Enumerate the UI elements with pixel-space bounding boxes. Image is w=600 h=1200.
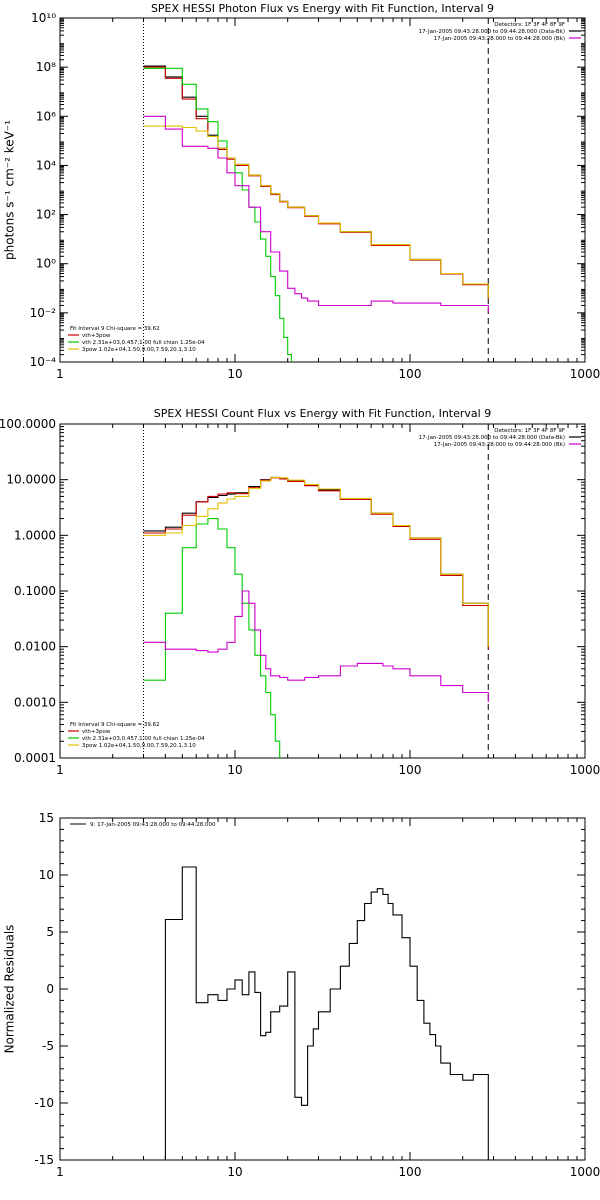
fit-legend-entry: vth+3pow xyxy=(82,333,111,339)
fit-legend-entry: Fit Interval 9 Chi-square = 39.62 xyxy=(70,722,160,728)
x-tick-label: 1000 xyxy=(570,763,600,777)
y-tick-label: 10⁰ xyxy=(36,257,56,271)
x-tick-label: 10 xyxy=(227,1165,242,1179)
x-tick-label: 1 xyxy=(56,367,64,381)
legend-entry: 17-Jan-2005 09:43:28.000 to 09:44:28.000… xyxy=(434,36,565,42)
series-line-1 xyxy=(143,477,489,650)
y-tick-label: 15 xyxy=(39,811,54,825)
series-line-2 xyxy=(143,67,292,362)
y-tick-label: 10² xyxy=(36,208,56,222)
legend-entry: 17-Jan-2005 09:43:28.000 to 09:44:28.000… xyxy=(419,435,565,441)
fit-legend-entry: 3pow 1.02e+04,1.50,9.00,7.59,20.1,3.10 xyxy=(82,347,196,353)
x-tick-label: 100 xyxy=(399,763,422,777)
fit-legend-entry: vth+3pow xyxy=(82,729,111,735)
fit-legend-entry: 3pow 1.02e+04,1.50,9.00,7.59,20.1,3.10 xyxy=(82,743,196,749)
fit-legend-entry: vth 2.31e+03,0.457,1.00 full chian 1.25e… xyxy=(82,736,205,742)
series-line-4 xyxy=(143,590,489,703)
y-tick-label: 10⁻² xyxy=(30,306,57,320)
count-flux-panel: SPEX HESSI Count Flux vs Energy with Fit… xyxy=(0,407,600,777)
fit-legend-entry: vth 2.31e+03,0.457,1.00 full chian 1.25e… xyxy=(82,340,205,346)
x-tick-label: 1000 xyxy=(570,367,600,381)
y-tick-label: 10.0000 xyxy=(6,473,56,487)
y-tick-label: 10 xyxy=(39,868,54,882)
y-tick-label: 1.0000 xyxy=(14,528,56,542)
plot-frame xyxy=(59,423,586,759)
legend-entry: 9: 17-Jan-2005 09:43:28.000 to 09:44:28.… xyxy=(90,822,216,828)
y-tick-label: 10¹⁰ xyxy=(31,11,56,25)
x-tick-label: 100 xyxy=(399,367,422,381)
plot-frame xyxy=(59,17,586,363)
legend-entry: Detectors: 1F 3F 4F 8F 9F xyxy=(494,428,565,434)
series-line-0 xyxy=(143,476,489,647)
x-tick-label: 10 xyxy=(227,763,242,777)
fit-legend-entry: Fit Interval 9 Chi-square = 39.62 xyxy=(70,326,160,332)
legend-entry: 17-Jan-2005 09:43:28.000 to 09:44:28.000… xyxy=(434,442,565,448)
series-line-3 xyxy=(143,476,489,647)
photon-flux-panel: SPEX HESSI Photon Flux vs Energy with Fi… xyxy=(3,2,600,381)
chart-title: SPEX HESSI Count Flux vs Energy with Fit… xyxy=(154,407,491,420)
series-line-4 xyxy=(143,115,489,313)
x-tick-label: 1 xyxy=(56,763,64,777)
y-tick-label: -15 xyxy=(34,1153,54,1167)
y-tick-label: 100.0000 xyxy=(0,417,56,431)
y-tick-label: 0.0010 xyxy=(14,695,56,709)
series-line-2 xyxy=(143,518,281,758)
y-tick-label: 10⁻⁴ xyxy=(30,355,57,369)
series-line-1 xyxy=(143,66,489,300)
y-tick-label: 0.1000 xyxy=(14,584,56,598)
series-line-3 xyxy=(143,125,489,299)
y-tick-label: 5 xyxy=(46,925,54,939)
y-tick-label: -10 xyxy=(34,1096,54,1110)
legend-entry: Detectors: 1F 3F 4F 8F 9F xyxy=(494,22,565,28)
chart-title: SPEX HESSI Photon Flux vs Energy with Fi… xyxy=(151,2,494,15)
y-tick-label: 10⁴ xyxy=(36,158,56,172)
legend-entry: 17-Jan-2005 09:43:28.000 to 09:44:28.000… xyxy=(419,29,565,35)
series-line-0 xyxy=(143,866,489,1160)
series-line-0 xyxy=(143,65,489,299)
y-tick-label: -5 xyxy=(42,1039,54,1053)
x-tick-label: 100 xyxy=(399,1165,422,1179)
x-tick-label: 1 xyxy=(56,1165,64,1179)
y-axis-label: photons s⁻¹ cm⁻² keV⁻¹ xyxy=(3,120,17,260)
y-tick-label: 10⁸ xyxy=(36,60,56,74)
y-tick-label: 10⁶ xyxy=(36,109,56,123)
y-tick-label: 0 xyxy=(46,982,54,996)
y-tick-label: 0.0100 xyxy=(14,640,56,654)
residuals-panel: Normalized Residuals 1 10 100 1000 -15 -10 -5 0 5… xyxy=(3,811,600,1179)
y-tick-label: 0.0001 xyxy=(14,751,56,765)
x-tick-label: 1000 xyxy=(570,1165,600,1179)
plot-frame xyxy=(59,817,586,1161)
x-tick-label: 10 xyxy=(227,367,242,381)
y-axis-label: Normalized Residuals xyxy=(3,925,17,1054)
